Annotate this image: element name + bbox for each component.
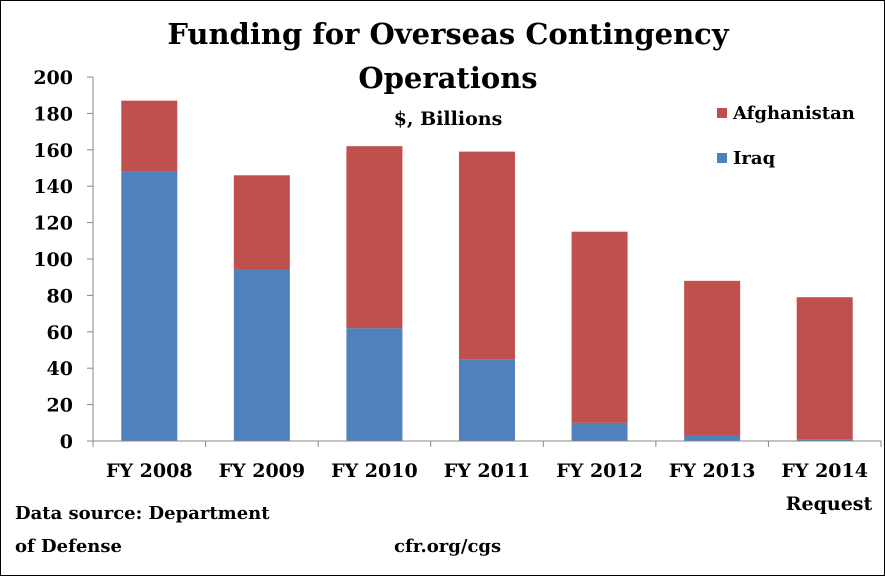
x-tick-label: FY 2013 <box>669 460 756 482</box>
y-tick-label: 120 <box>33 213 73 235</box>
legend-label-iraq: Iraq <box>733 148 776 169</box>
bar-iraq <box>796 439 853 441</box>
y-tick-label: 40 <box>47 358 73 380</box>
x-tick-label: FY 2010 <box>331 460 418 482</box>
bar-afghanistan <box>459 151 515 360</box>
y-tick-label: 200 <box>33 67 73 89</box>
bar-iraq <box>459 359 515 441</box>
legend-swatch-iraq <box>717 153 727 163</box>
bar-afghanistan <box>233 175 290 270</box>
x-tick-label: FY 2011 <box>444 460 531 482</box>
y-tick-label: 140 <box>33 176 73 198</box>
chart-title-line-2: Operations <box>358 61 537 95</box>
bar-afghanistan <box>121 100 178 172</box>
bar-iraq <box>684 435 741 441</box>
bar-iraq <box>121 171 178 441</box>
y-tick-label: 100 <box>33 249 73 271</box>
y-tick-label: 160 <box>33 140 73 162</box>
y-tick-label: 80 <box>47 285 73 307</box>
x-tick-label: Request <box>786 493 873 515</box>
x-tick-label: FY 2008 <box>106 460 193 482</box>
bar-iraq <box>346 328 403 441</box>
y-tick-label: 60 <box>47 322 73 344</box>
bar-afghanistan <box>571 231 628 423</box>
site-credit: cfr.org/cgs <box>394 536 502 557</box>
source-line-2: of Defense <box>15 536 122 557</box>
x-tick-label: FY 2012 <box>556 460 643 482</box>
bar-afghanistan <box>684 280 741 436</box>
y-tick-label: 180 <box>33 103 73 125</box>
bar-afghanistan <box>346 146 403 329</box>
y-tick-label: 0 <box>60 431 73 453</box>
chart-subtitle: $, Billions <box>394 108 503 130</box>
y-tick-label: 20 <box>47 395 73 417</box>
legend-label-afghanistan: Afghanistan <box>732 103 855 124</box>
bar-iraq <box>233 269 290 441</box>
chart-title-line-1: Funding for Overseas Contingency <box>167 17 730 51</box>
x-tick-label: FY 2009 <box>219 460 306 482</box>
source-line-1: Data source: Department <box>15 503 270 524</box>
bar-iraq <box>571 422 628 441</box>
x-tick-label: FY 2014 <box>781 460 868 482</box>
legend-swatch-afghanistan <box>717 108 727 118</box>
bar-afghanistan <box>796 297 853 440</box>
